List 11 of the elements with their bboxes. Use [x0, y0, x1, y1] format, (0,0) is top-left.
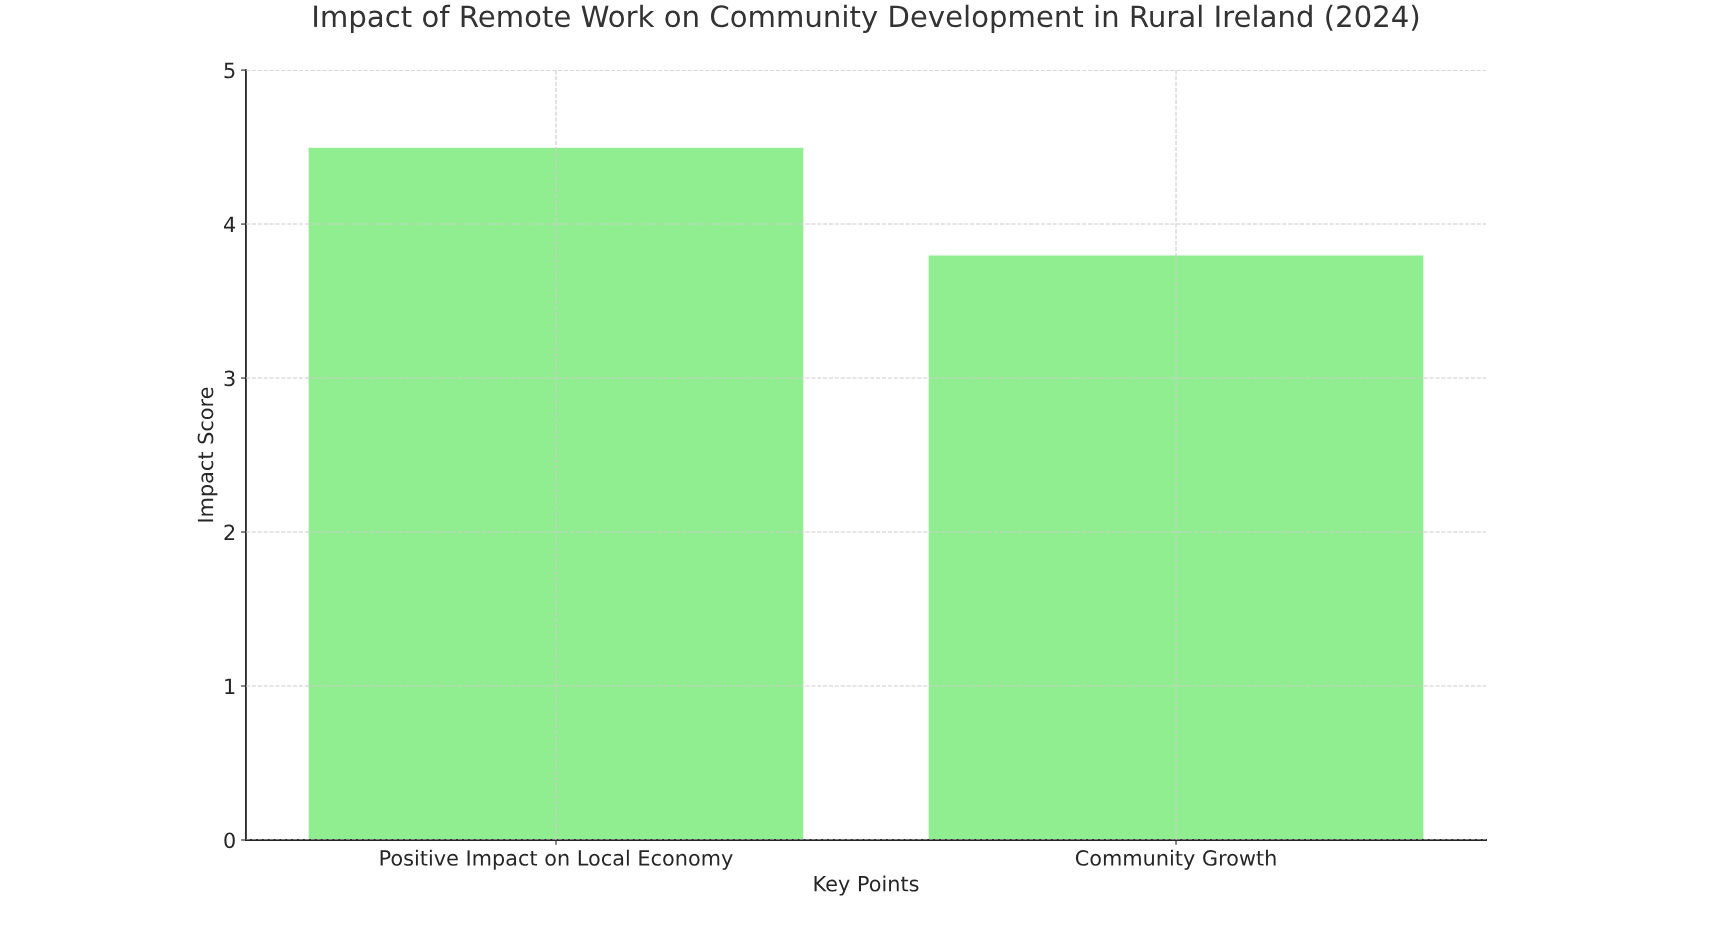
y-tick-label: 0: [224, 832, 235, 849]
x-tick-label: Positive Impact on Local Economy: [380, 849, 733, 870]
y-axis-title: Impact Score: [197, 387, 218, 522]
y-tick-label: 4: [223, 216, 236, 232]
y-tick-label: 5: [224, 62, 235, 79]
y-tick-label: 1: [225, 678, 235, 694]
chart-title: Impact of Remote Work on Community Development in Rural Ireland (2024): [314, 4, 1419, 33]
y-tick-label: 2: [224, 524, 235, 540]
x-axis-title: Key Points: [814, 875, 919, 896]
x-tick-label: Community Growth: [1075, 849, 1276, 870]
y-tick-label: 3: [224, 370, 235, 387]
